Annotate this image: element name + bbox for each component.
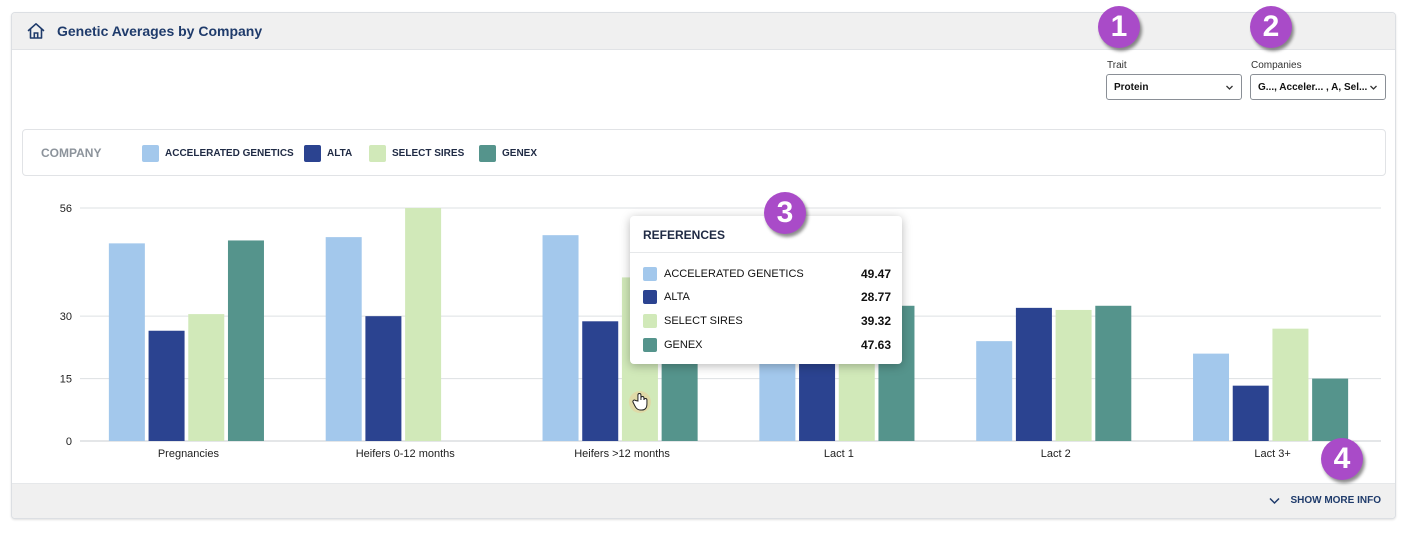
x-tick-label: Lact 1 (824, 448, 854, 460)
bar[interactable] (542, 235, 579, 441)
tooltip-label: ALTA (664, 291, 690, 303)
x-tick-label: Lact 2 (1041, 448, 1071, 460)
home-icon[interactable] (26, 21, 46, 41)
legend-item-alta[interactable]: ALTA (304, 145, 352, 162)
bar[interactable] (1095, 305, 1132, 441)
chevron-down-icon (1269, 497, 1280, 504)
tooltip-label: ACCELERATED GENETICS (664, 268, 804, 280)
legend-title: COMPANY (41, 146, 102, 160)
divider (630, 252, 902, 253)
tooltip-row: GENEX 47.63 (643, 337, 891, 353)
references-tooltip: REFERENCES ACCELERATED GENETICS 49.47 AL… (630, 216, 902, 364)
tooltip-swatch (643, 290, 657, 304)
chevron-down-icon (1370, 85, 1377, 90)
tooltip-value: 28.77 (860, 290, 891, 304)
y-tick-label: 15 (60, 374, 72, 386)
companies-select-value: G..., Acceler... , A, Sel... (1258, 81, 1368, 93)
bar[interactable] (799, 349, 836, 441)
tooltip-title: REFERENCES (643, 228, 726, 242)
bar[interactable] (1232, 385, 1269, 441)
trait-select[interactable]: Protein (1106, 74, 1242, 100)
y-tick-label: 30 (60, 311, 72, 323)
tooltip-swatch (643, 314, 657, 328)
show-more-info-button[interactable]: SHOW MORE INFO (1269, 495, 1381, 506)
bar[interactable] (1193, 353, 1230, 441)
show-more-label: SHOW MORE INFO (1290, 495, 1381, 506)
bar[interactable] (148, 330, 185, 441)
tooltip-row: ALTA 28.77 (643, 289, 891, 305)
bar[interactable] (108, 243, 145, 441)
bar[interactable] (1015, 307, 1052, 441)
bar[interactable] (1055, 309, 1092, 441)
tooltip-label: SELECT SIRES (664, 315, 743, 327)
tooltip-value: 47.63 (860, 338, 891, 352)
bar[interactable] (759, 349, 796, 441)
legend-label: SELECT SIRES (392, 148, 465, 159)
step-badge-1: 1 (1098, 6, 1140, 48)
chart-legend: COMPANY ACCELERATED GENETICS ALTA SELECT… (22, 129, 1386, 176)
bar[interactable] (838, 349, 875, 441)
legend-swatch (369, 145, 386, 162)
bar[interactable] (325, 237, 362, 441)
bar[interactable] (227, 240, 264, 441)
step-badge-2: 2 (1250, 6, 1292, 48)
y-tick-label: 56 (60, 203, 72, 215)
x-tick-label: Lact 3+ (1254, 448, 1290, 460)
page-title: Genetic Averages by Company (57, 23, 263, 39)
trait-select-value: Protein (1114, 81, 1149, 93)
card-header: Genetic Averages by Company (12, 13, 1395, 50)
tooltip-row: SELECT SIRES 39.32 (643, 313, 891, 329)
bar[interactable] (976, 341, 1013, 441)
bar[interactable] (188, 314, 225, 441)
x-tick-label: Heifers >12 months (574, 448, 670, 460)
x-tick-label: Pregnancies (158, 448, 220, 460)
legend-label: ALTA (327, 148, 353, 159)
y-tick-label: 0 (66, 436, 72, 448)
tooltip-label: GENEX (664, 339, 703, 351)
legend-swatch (304, 145, 321, 162)
tooltip-row: ACCELERATED GENETICS 49.47 (643, 266, 891, 282)
trait-label: Trait (1107, 60, 1127, 71)
step-badge-4: 4 (1321, 438, 1363, 480)
legend-item-select-sires[interactable]: SELECT SIRES (369, 145, 464, 162)
bar[interactable] (1272, 328, 1309, 441)
tooltip-value: 39.32 (860, 314, 891, 328)
tooltip-swatch (643, 338, 657, 352)
step-badge-3: 3 (764, 192, 806, 234)
bar[interactable] (365, 316, 402, 441)
tooltip-value: 49.47 (860, 267, 891, 281)
companies-select[interactable]: G..., Acceler... , A, Sel... (1250, 74, 1386, 100)
x-tick-label: Heifers 0-12 months (356, 448, 456, 460)
legend-item-accelerated-genetics[interactable]: ACCELERATED GENETICS (142, 145, 294, 162)
legend-item-genex[interactable]: GENEX (479, 145, 537, 162)
bar[interactable] (405, 208, 442, 441)
legend-swatch (479, 145, 496, 162)
legend-label: GENEX (502, 148, 538, 159)
legend-label: ACCELERATED GENETICS (165, 148, 294, 159)
bar[interactable] (582, 321, 619, 441)
tooltip-swatch (643, 267, 657, 281)
chevron-down-icon (1226, 85, 1233, 90)
bar[interactable] (1312, 378, 1349, 441)
hand-cursor-icon (632, 393, 648, 411)
card-footer: SHOW MORE INFO (12, 483, 1395, 518)
companies-label: Companies (1251, 60, 1302, 71)
legend-swatch (142, 145, 159, 162)
